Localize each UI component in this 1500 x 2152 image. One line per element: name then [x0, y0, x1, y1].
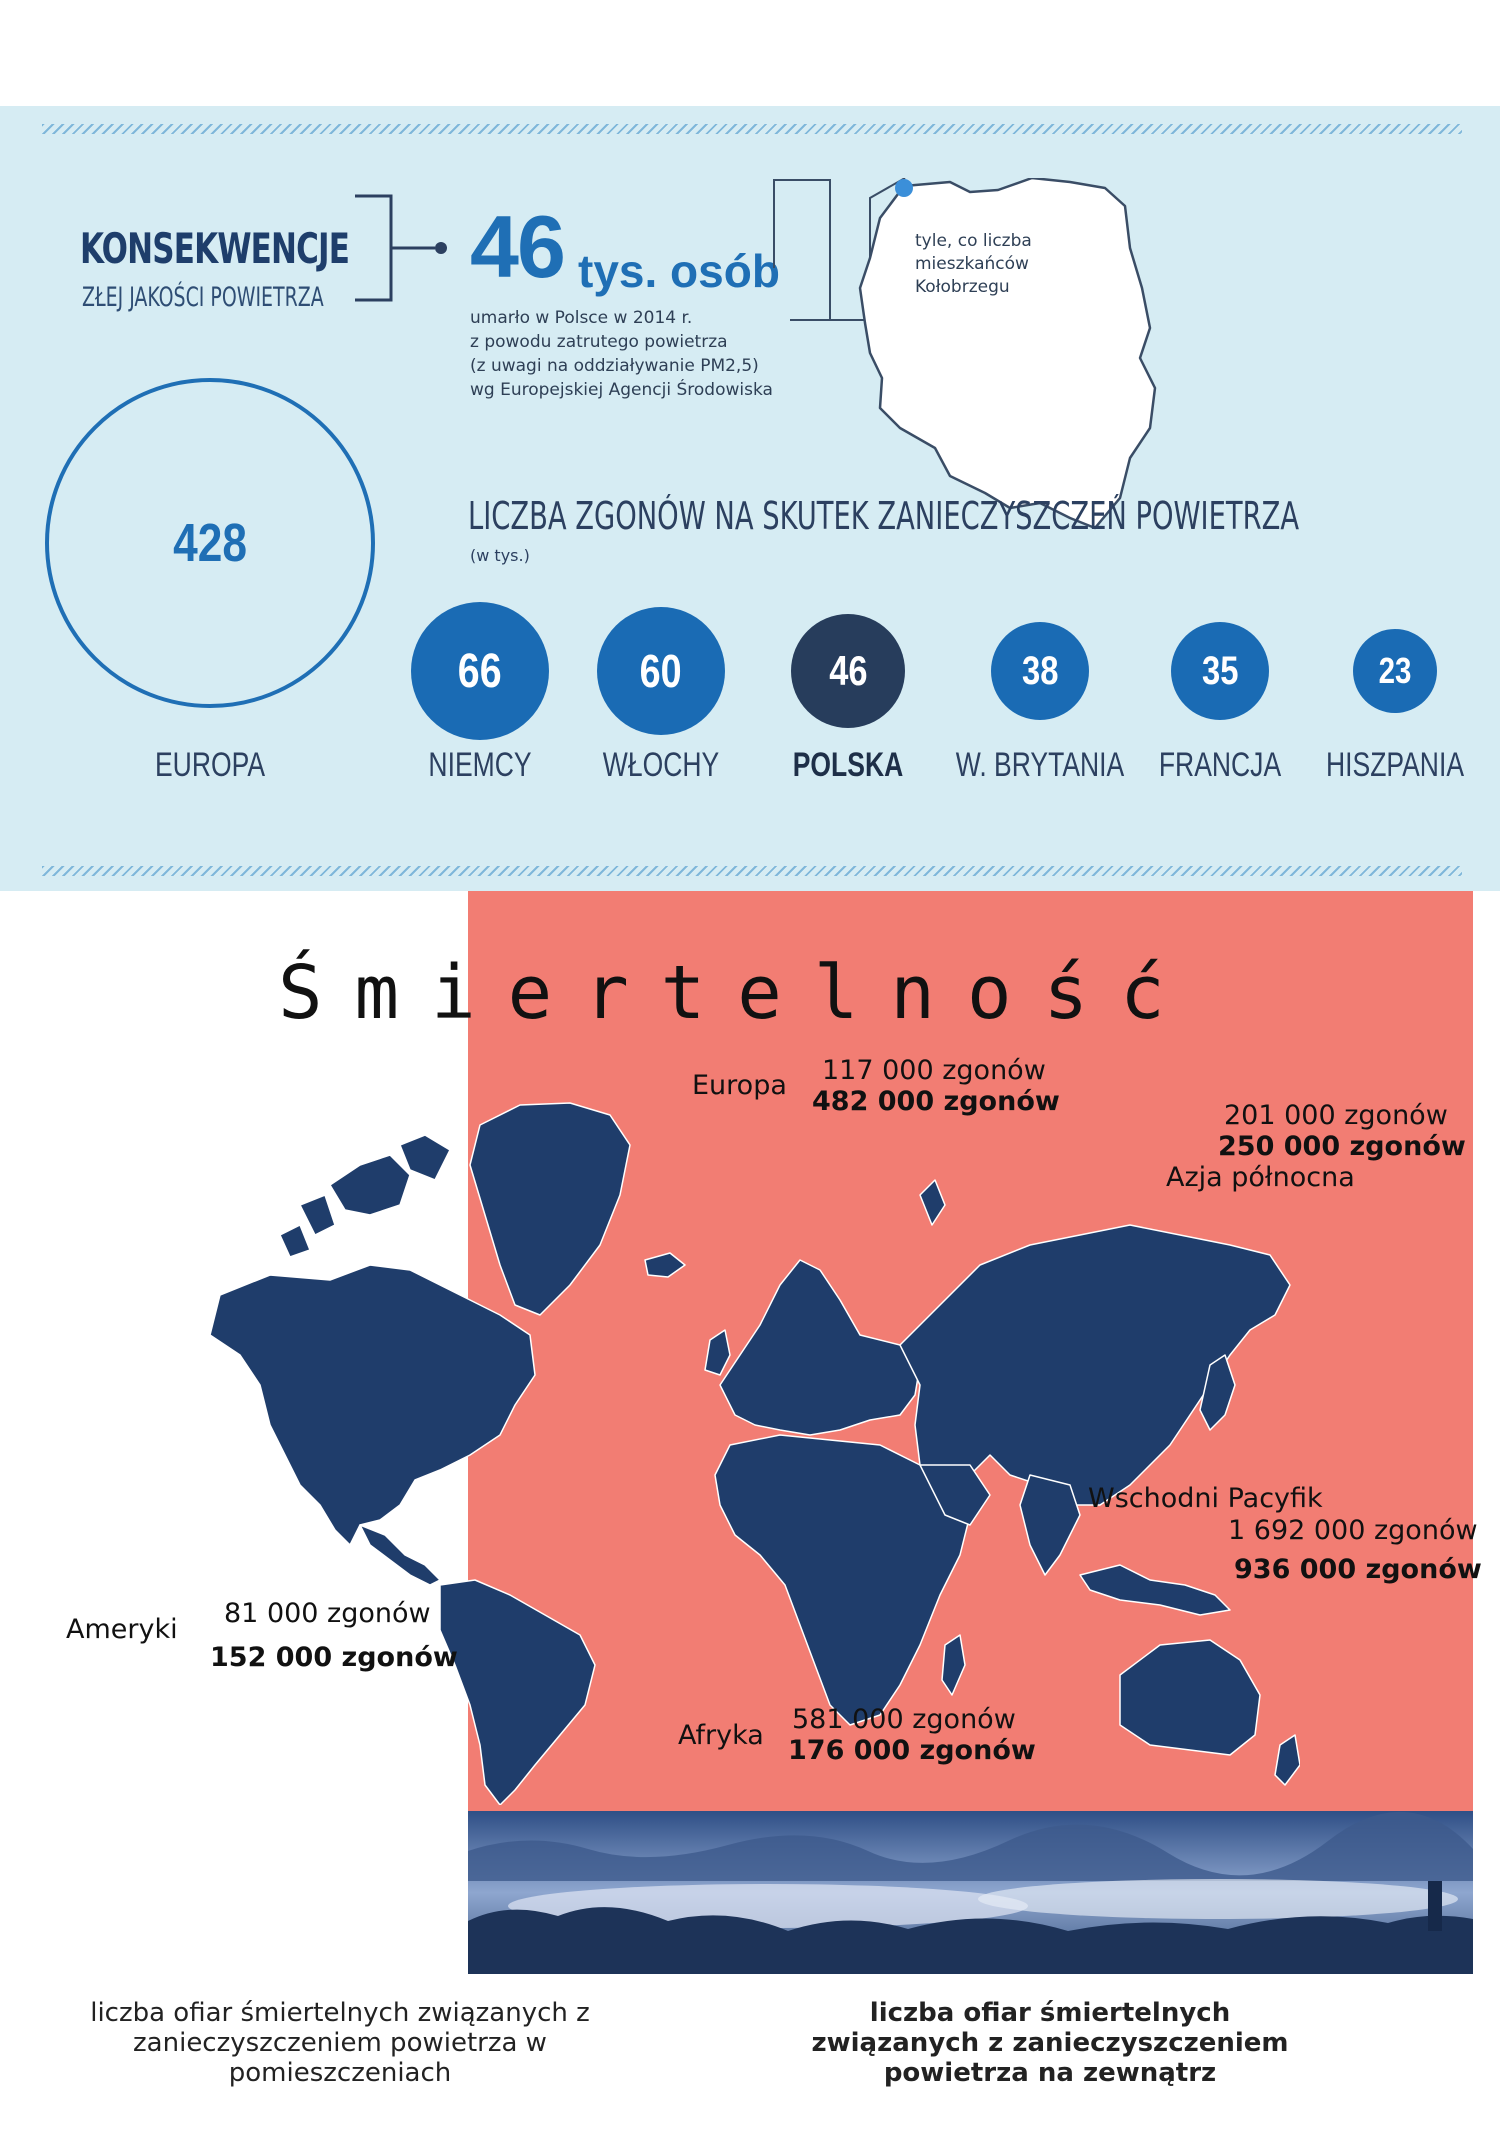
map-iceland [644, 1252, 686, 1278]
country-value: 66 [458, 644, 502, 698]
country-circle: 66 [411, 602, 549, 740]
map-indonesia [1079, 1564, 1231, 1616]
north-asia-region-name: Azja północna [1166, 1162, 1355, 1193]
country-circle: 46 [791, 614, 905, 728]
map-uk [704, 1329, 731, 1376]
north-asia-outdoor: 250 000 zgonów [1218, 1131, 1466, 1162]
bottom-hatch-divider [42, 866, 1462, 876]
description: umarło w Polsce w 2014 r. z powodu zatru… [470, 306, 773, 402]
big-number: 46 [470, 197, 566, 296]
deaths-title: LICZBA ZGONÓW NA SKUTEK ZANIECZYSZCZEŃ P… [468, 494, 1300, 538]
world-map [209, 1102, 1300, 1805]
country-label: POLSKA [792, 746, 904, 784]
caption-indoor: liczba ofiar śmiertelnych związanych z z… [90, 1998, 590, 2088]
mortality-heading: Śmiertelność [278, 950, 1197, 1036]
africa-outdoor: 176 000 zgonów [788, 1735, 1036, 1766]
country-value: 46 [828, 647, 868, 694]
panel-subtitle: ZŁEJ JAKOŚCI POWIETRZA [82, 282, 324, 313]
africa-region-name: Afryka [678, 1720, 764, 1751]
description-line: wg Europejskiej Agencji Środowiska [470, 380, 773, 400]
country-value: 35 [1201, 648, 1239, 693]
pacific-region-name: Wschodni Pacyfik [1088, 1483, 1323, 1514]
poland-note-line: tyle, co liczba [915, 231, 1032, 251]
country-circle: 38 [991, 622, 1089, 720]
air-quality-panel: KONSEKWENCJE ZŁEJ JAKOŚCI POWIETRZA 46 t… [0, 106, 1500, 891]
country-label: W. BRYTANIA [955, 746, 1125, 784]
description-line: (z uwagi na oddziaływanie PM2,5) [470, 356, 759, 376]
pacific-indoor: 1 692 000 zgonów [1228, 1515, 1478, 1546]
europe-value: 428 [173, 513, 247, 573]
africa-indoor: 581 000 zgonów [792, 1704, 1016, 1735]
top-hatch-divider [42, 124, 1462, 134]
map-greenland [469, 1102, 631, 1316]
americas-indoor: 81 000 zgonów [224, 1598, 431, 1629]
americas-region-name: Ameryki [66, 1614, 178, 1645]
map-new-zealand [1274, 1734, 1300, 1786]
country-circle: 35 [1171, 622, 1269, 720]
poland-note: tyle, co liczba mieszkańców Kołobrzegu [915, 230, 1032, 299]
europe-indoor: 117 000 zgonów [822, 1055, 1046, 1086]
bracket-connector [355, 194, 447, 302]
poland-note-line: mieszkańców [915, 254, 1029, 274]
europe-label: EUROPA [154, 746, 266, 784]
description-line: z powodu zatrutego powietrza [470, 332, 728, 352]
country-label: HISZPANIA [1325, 746, 1465, 784]
map-australia [1119, 1639, 1261, 1756]
map-arctic-islands [279, 1134, 451, 1258]
poland-note-line: Kołobrzegu [915, 277, 1010, 297]
map-africa [714, 1434, 971, 1726]
north-asia-indoor: 201 000 zgonów [1224, 1100, 1448, 1131]
country-value: 60 [640, 645, 682, 697]
map-novaya-zemlya [919, 1179, 946, 1226]
deaths-unit: (w tys.) [470, 546, 530, 565]
map-india [1019, 1474, 1081, 1576]
map-south-america [439, 1579, 596, 1805]
europe-outdoor: 482 000 zgonów [812, 1086, 1060, 1117]
country-value: 23 [1378, 650, 1412, 691]
map-arabia [919, 1464, 991, 1526]
map-central-america [359, 1524, 441, 1586]
map-europe [719, 1259, 921, 1436]
country-circle: 23 [1353, 629, 1437, 713]
country-label: FRANCJA [1158, 746, 1282, 784]
poland-map [773, 178, 1157, 530]
pacific-outdoor: 936 000 zgonów [1234, 1554, 1482, 1585]
country-label: NIEMCY [428, 746, 532, 784]
map-madagascar [941, 1634, 966, 1696]
map-japan [1199, 1354, 1236, 1431]
description-line: umarło w Polsce w 2014 r. [470, 308, 693, 328]
big-number-unit: tys. osób [578, 245, 780, 297]
americas-outdoor: 152 000 zgonów [210, 1642, 458, 1673]
europe-region-name: Europa [692, 1070, 787, 1101]
caption-outdoor: liczba ofiar śmiertelnych związanych z z… [811, 1998, 1289, 2088]
panel-title: KONSEKWENCJE [80, 224, 350, 273]
country-circle: 60 [597, 607, 725, 735]
map-asia [899, 1224, 1291, 1506]
europe-circle: 428 [45, 378, 375, 708]
country-value: 38 [1021, 648, 1059, 693]
country-label: WŁOCHY [602, 746, 720, 784]
map-north-america [209, 1264, 536, 1546]
misty-forest-photo [468, 1811, 1473, 1974]
